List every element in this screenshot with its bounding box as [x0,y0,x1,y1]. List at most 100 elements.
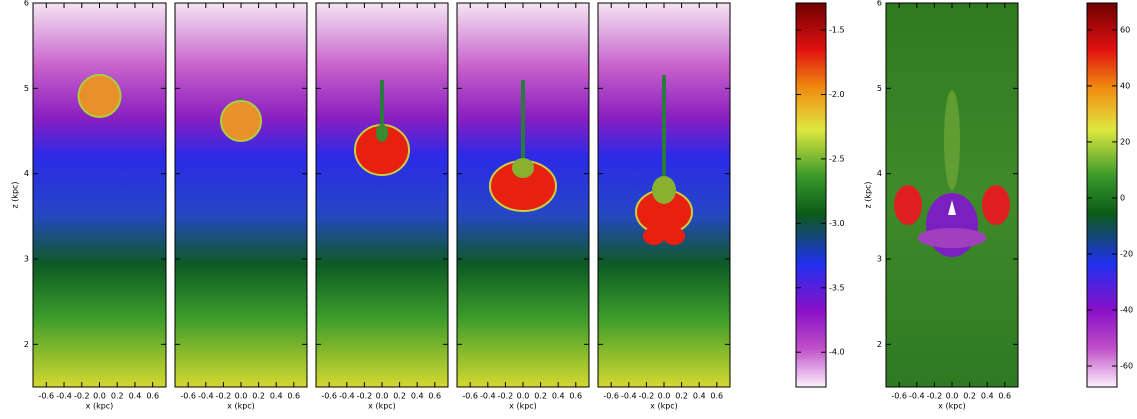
x-axis-label: x (kpc) [227,402,255,411]
panel: -0.6 -0.4 -0.2 0.0 0.2 0.4 0.6 2 3 4 5 6 x (kpc) z (k… [864,0,1019,411]
colorbar-tick-label: -20 [1120,249,1133,258]
y-tick-label: 2 [877,340,882,349]
flow-feature [376,124,388,142]
x-tick-label: 0.0 [658,392,671,401]
x-tick-label: -0.4 [621,392,637,401]
colorbar: 60 40 20 0 -20 -40 -60 [1086,2,1133,388]
x-tick-label: 0.2 [534,392,547,401]
x-tick-label: -0.2 [639,392,655,401]
y-tick-label: 5 [877,84,882,93]
flow-feature [894,185,922,225]
colorbar-tick-label: -4.0 [829,348,845,357]
colorbar-gradient [796,3,826,387]
x-tick-label: 0.6 [428,392,441,401]
colorbar-tick-label: 60 [1120,25,1130,34]
x-tick-label: -0.6 [321,392,337,401]
x-tick-label: 0.6 [287,392,300,401]
x-tick-label: -0.6 [38,392,54,401]
colorbar: -1.5 -2.0 -2.5 -3.0 -3.5 -4.0 [795,2,845,388]
colorbar-tick-label: 20 [1120,137,1130,146]
colorbar-tick-label: -60 [1120,361,1133,370]
colorbar-tick-label: -1.5 [829,26,845,35]
x-tick-label: 0.4 [981,392,994,401]
colorbar-tick-label: -40 [1120,305,1133,314]
x-tick-label: 0.6 [710,392,723,401]
x-tick-label: 0.4 [552,392,565,401]
x-tick-label: -0.4 [339,392,355,401]
y-axis-label: z (kpc) [864,181,873,208]
colorbar-tick-label: -2.5 [829,154,845,163]
x-tick-label: 0.4 [270,392,283,401]
x-tick-label: 0.4 [129,392,142,401]
flow-feature [662,75,666,185]
x-tick-label: 0.0 [93,392,106,401]
x-tick-label: 0.2 [675,392,688,401]
x-tick-label: -0.2 [216,392,232,401]
x-tick-label: 0.2 [111,392,124,401]
colorbar-frame [1086,2,1118,388]
y-tick-label: 3 [877,255,882,264]
y-tick-label: 5 [24,84,29,93]
x-tick-label: 0.6 [569,392,582,401]
x-tick-label: -0.4 [198,392,214,401]
flow-feature [512,158,534,178]
x-axis-label: x (kpc) [938,402,966,411]
y-tick-label: 6 [877,0,882,8]
colorbar-tick-label: -3.5 [829,283,845,292]
panel: -0.6 -0.4 -0.2 0.0 0.2 0.4 0.6 x (kpc) [456,2,590,411]
x-tick-label: 0.0 [235,392,248,401]
x-tick-label: -0.4 [909,392,925,401]
x-tick-label: 0.0 [376,392,389,401]
panel-image [175,3,307,387]
x-axis-label: x (kpc) [650,402,678,411]
x-tick-label: 0.2 [963,392,976,401]
x-tick-label: -0.6 [180,392,196,401]
panel: -0.6 -0.4 -0.2 0.0 0.2 0.4 0.6 x (kpc) [597,2,731,411]
x-tick-label: -0.6 [603,392,619,401]
y-tick-label: 6 [24,0,29,8]
x-tick-label: 0.4 [411,392,424,401]
x-tick-label: 0.2 [252,392,265,401]
y-tick-label: 3 [24,255,29,264]
x-tick-label: -0.2 [498,392,514,401]
y-tick-label: 4 [877,169,882,178]
panel: -0.6 -0.4 -0.2 0.0 0.2 0.4 0.6 x (kpc) [174,2,308,411]
flow-feature [77,74,122,118]
panel-image [33,3,166,387]
x-tick-label: 0.0 [517,392,530,401]
x-tick-label: 0.2 [393,392,406,401]
colorbar-gradient [1087,3,1117,387]
x-axis-label: x (kpc) [509,402,537,411]
x-tick-label: -0.6 [891,392,907,401]
x-axis-label: x (kpc) [86,402,114,411]
flow-feature [982,185,1010,225]
flow-feature [652,176,676,204]
flow-feature [918,228,986,248]
y-tick-label: 4 [24,169,29,178]
y-tick-label: 2 [24,340,29,349]
colorbar-tick-label: 0 [1120,193,1125,202]
panel: -0.6 -0.4 -0.2 0.0 0.2 0.4 0.6 2 3 4 5 6 x (kpc) z (k… [11,0,167,411]
x-tick-label: 0.6 [146,392,159,401]
flow-feature [521,80,525,170]
y-axis-label: z (kpc) [11,181,20,208]
x-tick-label: 0.4 [693,392,706,401]
colorbar-tick-label: -2.0 [829,90,845,99]
flow-feature [380,80,384,140]
panel: -0.6 -0.4 -0.2 0.0 0.2 0.4 0.6 x (kpc) [315,2,449,411]
x-tick-label: -0.2 [74,392,90,401]
flow-feature [944,90,960,190]
x-tick-label: 0.6 [998,392,1011,401]
panel-image [316,3,448,387]
flow-feature [643,227,665,245]
x-axis-label: x (kpc) [368,402,396,411]
x-tick-label: -0.2 [357,392,373,401]
colorbar-frame [795,2,827,388]
x-tick-label: -0.4 [480,392,496,401]
flow-feature [663,227,685,245]
x-tick-label: -0.2 [927,392,943,401]
flow-feature [948,200,956,215]
x-tick-label: -0.6 [462,392,478,401]
x-tick-label: -0.4 [56,392,72,401]
